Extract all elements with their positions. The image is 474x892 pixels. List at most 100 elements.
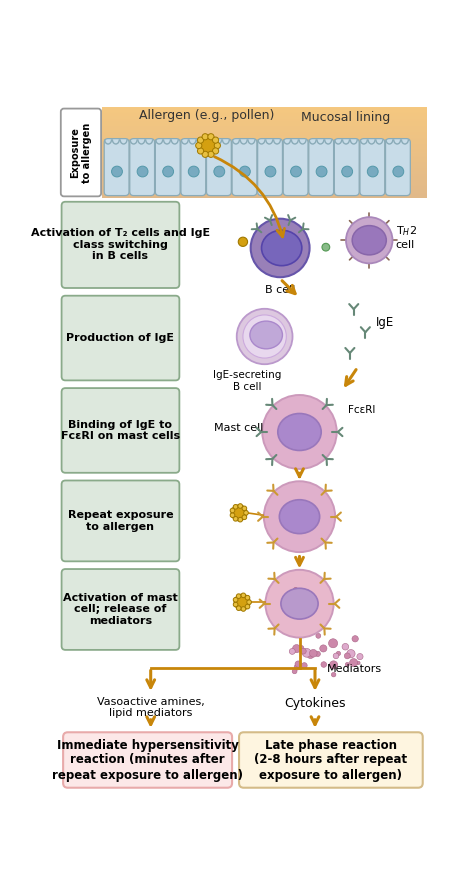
FancyBboxPatch shape: [62, 295, 179, 380]
Text: Activation of T₂ cells and IgE
class switching
in B cells: Activation of T₂ cells and IgE class swi…: [31, 228, 210, 261]
Circle shape: [231, 505, 247, 521]
Circle shape: [241, 593, 246, 598]
Circle shape: [329, 661, 337, 669]
Circle shape: [196, 143, 202, 149]
Circle shape: [316, 633, 321, 639]
Circle shape: [291, 518, 296, 524]
Circle shape: [296, 421, 302, 427]
Circle shape: [233, 598, 238, 602]
Circle shape: [188, 166, 199, 177]
FancyBboxPatch shape: [385, 138, 410, 195]
Circle shape: [367, 166, 378, 177]
Text: T$_{H}$2
cell: T$_{H}$2 cell: [396, 225, 417, 250]
Circle shape: [233, 516, 238, 521]
Circle shape: [295, 661, 301, 667]
Text: FcεRI: FcεRI: [347, 406, 375, 416]
Ellipse shape: [250, 321, 283, 349]
Circle shape: [304, 502, 310, 508]
Circle shape: [316, 166, 327, 177]
Circle shape: [230, 508, 235, 513]
Circle shape: [297, 594, 302, 599]
Text: B cell: B cell: [265, 285, 295, 295]
Circle shape: [297, 603, 302, 607]
Circle shape: [292, 669, 297, 673]
Circle shape: [233, 602, 238, 607]
Circle shape: [289, 525, 294, 531]
Circle shape: [299, 646, 304, 650]
Circle shape: [244, 510, 248, 516]
Circle shape: [347, 649, 355, 657]
Text: Allergen (e.g., pollen): Allergen (e.g., pollen): [139, 109, 274, 122]
Circle shape: [307, 651, 314, 658]
Circle shape: [297, 507, 302, 512]
FancyBboxPatch shape: [360, 138, 385, 195]
Ellipse shape: [262, 230, 302, 266]
Text: Exposure
to allergen: Exposure to allergen: [70, 122, 92, 183]
FancyBboxPatch shape: [104, 138, 129, 195]
Circle shape: [393, 166, 404, 177]
Text: IgE: IgE: [375, 316, 394, 329]
Circle shape: [202, 134, 208, 140]
Circle shape: [288, 508, 293, 513]
Circle shape: [304, 417, 310, 424]
Circle shape: [237, 309, 292, 364]
Circle shape: [342, 166, 353, 177]
Circle shape: [262, 395, 337, 469]
FancyBboxPatch shape: [258, 138, 283, 195]
Circle shape: [245, 595, 250, 600]
Circle shape: [233, 505, 238, 509]
FancyBboxPatch shape: [283, 138, 308, 195]
Circle shape: [208, 134, 214, 140]
Circle shape: [292, 645, 301, 653]
Circle shape: [320, 645, 327, 652]
Circle shape: [301, 607, 306, 612]
Circle shape: [291, 166, 301, 177]
Circle shape: [294, 665, 300, 670]
Circle shape: [346, 663, 349, 666]
Circle shape: [307, 598, 311, 602]
Circle shape: [344, 653, 350, 659]
Circle shape: [235, 594, 250, 610]
FancyBboxPatch shape: [62, 388, 179, 473]
FancyBboxPatch shape: [181, 138, 206, 195]
Circle shape: [111, 166, 122, 177]
FancyBboxPatch shape: [239, 732, 423, 788]
Circle shape: [212, 148, 219, 154]
Ellipse shape: [279, 500, 319, 533]
Circle shape: [237, 606, 241, 610]
Circle shape: [251, 219, 310, 277]
Circle shape: [331, 673, 336, 677]
Circle shape: [265, 166, 276, 177]
Circle shape: [296, 431, 302, 436]
Circle shape: [308, 522, 313, 527]
Circle shape: [352, 636, 358, 642]
Circle shape: [287, 423, 293, 429]
Circle shape: [265, 570, 334, 638]
Circle shape: [322, 244, 330, 251]
Circle shape: [285, 604, 290, 608]
Circle shape: [243, 315, 286, 358]
FancyBboxPatch shape: [207, 138, 231, 195]
Circle shape: [214, 166, 225, 177]
FancyBboxPatch shape: [334, 138, 359, 195]
Text: Binding of IgE to
FcεRI on mast cells: Binding of IgE to FcεRI on mast cells: [61, 419, 180, 442]
Circle shape: [198, 148, 204, 154]
Circle shape: [208, 152, 214, 157]
FancyBboxPatch shape: [62, 569, 179, 650]
Circle shape: [297, 516, 302, 521]
FancyBboxPatch shape: [232, 138, 257, 195]
Circle shape: [356, 661, 360, 665]
Circle shape: [336, 651, 341, 656]
Circle shape: [291, 606, 296, 610]
Ellipse shape: [352, 226, 386, 255]
Circle shape: [198, 136, 218, 155]
Ellipse shape: [281, 589, 318, 619]
Circle shape: [212, 137, 219, 144]
Text: Vasoactive amines,
lipid mediators: Vasoactive amines, lipid mediators: [97, 697, 205, 718]
Text: Cytokines: Cytokines: [284, 697, 346, 710]
FancyBboxPatch shape: [130, 138, 155, 195]
Text: Activation of mast
cell; release of
mediators: Activation of mast cell; release of medi…: [63, 593, 178, 626]
Circle shape: [321, 662, 327, 667]
Circle shape: [137, 166, 148, 177]
Circle shape: [238, 237, 247, 246]
